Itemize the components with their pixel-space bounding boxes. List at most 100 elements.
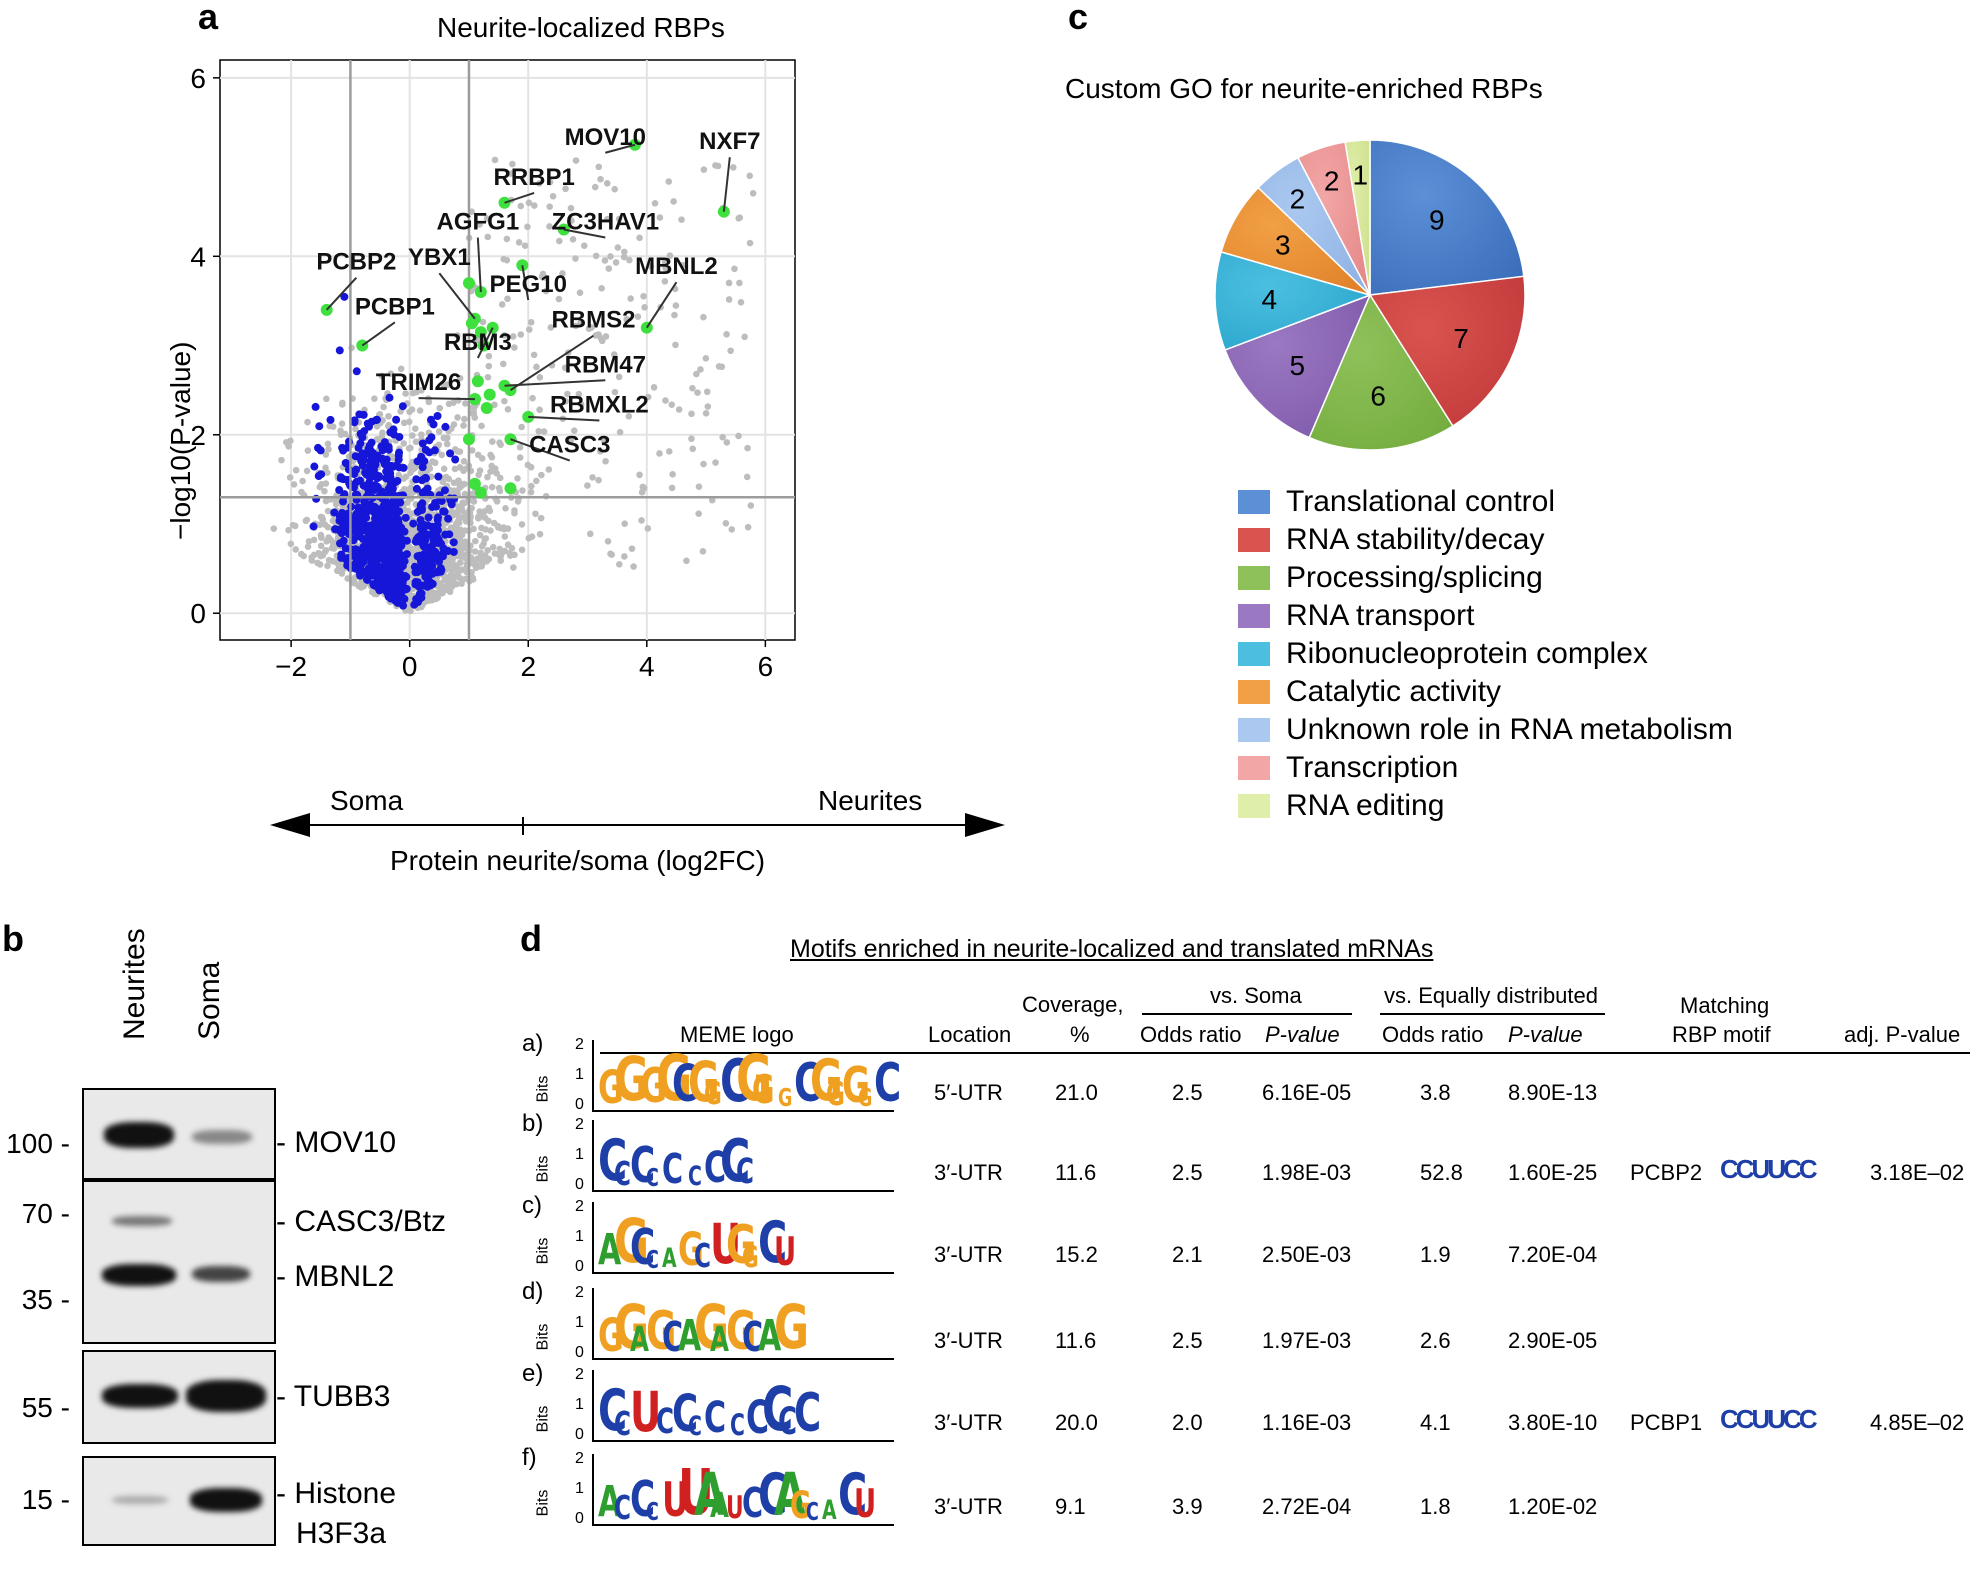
- gray-point: [736, 279, 743, 287]
- gray-point: [669, 471, 676, 478]
- blue-point: [335, 346, 344, 355]
- gray-point: [725, 296, 733, 303]
- gray-point: [592, 252, 600, 260]
- gray-point: [400, 419, 408, 427]
- cell-coverage: 15.2: [1055, 1242, 1098, 1267]
- gray-point: [510, 564, 517, 571]
- gene-label: RRBP1: [493, 164, 574, 191]
- header-rule: [600, 1052, 1970, 1054]
- logo-letter: G: [726, 1215, 757, 1276]
- gray-point: [683, 557, 690, 565]
- green-point: [474, 326, 487, 339]
- blue-point: [429, 420, 438, 429]
- gray-point: [461, 415, 468, 423]
- logo-axis-2: 2: [575, 1198, 584, 1215]
- gray-point: [304, 543, 312, 550]
- label-leader: [438, 272, 476, 320]
- hdr-p-soma: P-value: [1265, 1022, 1340, 1047]
- gray-point: [535, 427, 543, 435]
- cell-odds-soma: 2.5: [1172, 1160, 1203, 1185]
- gray-point: [524, 461, 532, 469]
- green-point: [471, 375, 484, 388]
- protein-casc3: - CASC3/Btz: [276, 1205, 447, 1238]
- gray-point: [376, 411, 384, 418]
- gray-point: [405, 418, 413, 426]
- gene-label: RBMXL2: [550, 391, 649, 418]
- gray-point: [473, 556, 481, 564]
- gray-point: [470, 498, 478, 505]
- legend-swatch: [1238, 642, 1270, 666]
- gray-point: [445, 475, 453, 483]
- blue-point: [395, 529, 404, 538]
- gray-point: [407, 607, 414, 615]
- gray-point: [531, 202, 538, 209]
- blue-point: [433, 412, 442, 421]
- gray-point: [515, 239, 523, 246]
- logo-letter: C: [794, 1053, 822, 1114]
- label-leader: [509, 334, 595, 391]
- bits-label: Bits: [534, 1489, 552, 1517]
- legend-label: Transcription: [1286, 751, 1459, 784]
- gray-point: [455, 519, 463, 527]
- gray-point: [666, 252, 674, 259]
- gray-point: [527, 318, 535, 326]
- blue-point: [422, 581, 431, 590]
- gray-point: [509, 160, 516, 168]
- logo-letter: G: [842, 1057, 871, 1114]
- gray-point: [481, 552, 489, 559]
- gray-point: [592, 332, 600, 339]
- y-tick-label: 2: [190, 420, 206, 451]
- gray-point: [518, 521, 526, 528]
- blue-point: [340, 292, 349, 301]
- legend-item: RNA stability/decay: [1238, 522, 1544, 558]
- gray-point: [562, 185, 569, 193]
- gray-point: [449, 573, 457, 580]
- hdr-odds-equal: Odds ratio: [1382, 1022, 1484, 1047]
- gray-point: [650, 384, 658, 391]
- gray-point: [598, 285, 605, 292]
- gray-point: [627, 295, 634, 302]
- gray-point: [506, 549, 514, 557]
- label-leader: [325, 277, 358, 311]
- gene-label: PEG10: [490, 271, 567, 298]
- blue-point: [413, 457, 422, 466]
- blue-point: [449, 547, 458, 556]
- y-axis-label: −log10(P-value): [165, 341, 196, 540]
- gray-point: [458, 552, 466, 559]
- gray-point: [509, 333, 517, 340]
- gray-point: [500, 255, 507, 263]
- cell-location: 3′-UTR: [934, 1328, 1003, 1353]
- logo-letter: C: [662, 1313, 684, 1361]
- gray-point: [644, 525, 652, 532]
- logo-axis-2: 2: [575, 1116, 584, 1133]
- gray-point: [291, 522, 299, 530]
- blue-point: [384, 466, 393, 475]
- cell-odds-equal: 3.8: [1420, 1080, 1451, 1105]
- blue-point: [366, 554, 375, 563]
- gray-point: [323, 538, 330, 545]
- logo-letter: G: [826, 1074, 845, 1113]
- gray-point: [412, 438, 420, 446]
- label-leader: [510, 438, 571, 462]
- blue-point: [311, 402, 320, 411]
- blue-point: [355, 516, 364, 525]
- pie-value-label: 2: [1290, 183, 1306, 214]
- logo-letter: C: [688, 1161, 702, 1192]
- blue-point: [372, 415, 381, 424]
- cell-location: 3′-UTR: [934, 1160, 1003, 1185]
- legend-swatch: [1238, 680, 1270, 704]
- blue-point: [401, 513, 410, 522]
- blue-point: [338, 510, 347, 519]
- logo-letter: G: [614, 1044, 650, 1115]
- cell-p-soma: 2.50E-03: [1262, 1242, 1352, 1267]
- gray-point: [290, 481, 298, 488]
- gray-point: [516, 443, 524, 451]
- blue-point: [336, 474, 345, 483]
- blue-point: [383, 545, 392, 554]
- legend-swatch: [1238, 718, 1270, 742]
- logo-letter: U: [678, 1456, 714, 1529]
- blue-point: [418, 488, 427, 497]
- gray-point: [536, 406, 543, 414]
- logo-letter: U: [710, 1212, 742, 1276]
- gray-point: [621, 553, 628, 560]
